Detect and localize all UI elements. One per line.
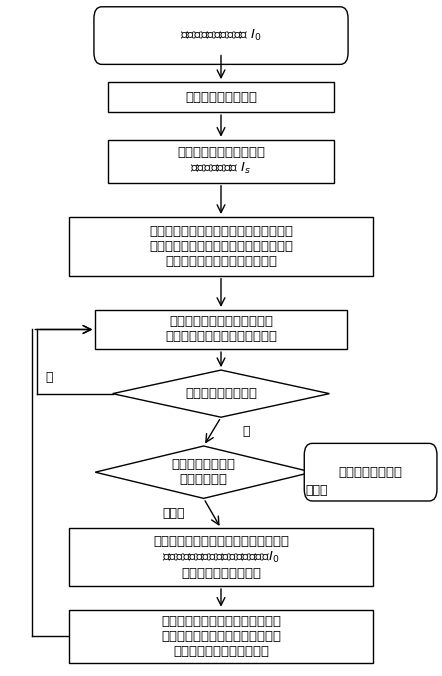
FancyBboxPatch shape [108, 82, 334, 112]
FancyBboxPatch shape [304, 443, 437, 501]
Polygon shape [113, 370, 329, 417]
Text: 读取子宫肌瘤超声图像 $I_0$: 读取子宫肌瘤超声图像 $I_0$ [180, 28, 262, 43]
Text: 否: 否 [46, 371, 53, 384]
Text: 用户初始化肿瘤轮廓: 用户初始化肿瘤轮廓 [185, 91, 257, 103]
Text: 是: 是 [243, 425, 250, 438]
FancyBboxPatch shape [108, 140, 334, 183]
FancyBboxPatch shape [69, 529, 373, 586]
FancyBboxPatch shape [69, 217, 373, 276]
FancyBboxPatch shape [95, 310, 347, 349]
Polygon shape [95, 446, 312, 498]
FancyBboxPatch shape [94, 7, 348, 64]
FancyBboxPatch shape [69, 610, 373, 663]
Text: 是粗分割阶段还是
细分割阶段？: 是粗分割阶段还是 细分割阶段？ [171, 458, 236, 486]
Text: 构造图像的高斯金字塔，
得到粗尺度图像 $I_s$: 构造图像的高斯金字塔， 得到粗尺度图像 $I_s$ [177, 146, 265, 176]
Text: 利用缩小到对应粗尺度图像大小的初始轮
廓构建形状约束能量，并将其嵌入到局域
化的基于区域的活动轮廓模型中: 利用缩小到对应粗尺度图像大小的初始轮 廓构建形状约束能量，并将其嵌入到局域 化的… [149, 225, 293, 268]
Text: 满足迭代停止条件？: 满足迭代停止条件？ [185, 387, 257, 400]
Text: 输出肿瘤分割结果: 输出肿瘤分割结果 [339, 466, 403, 479]
Text: 细分割: 细分割 [305, 484, 328, 497]
Text: 将得到的粗尺度分割轮廓插值放大到原
始图像大小的比例，作为对原始图像$I_0$
进行分割的初始轮廓。: 将得到的粗尺度分割轮廓插值放大到原 始图像大小的比例，作为对原始图像$I_0$ … [153, 535, 289, 580]
Text: 粗分割: 粗分割 [162, 507, 185, 520]
Text: 利用该初始轮廓构建相应的形状约
束能量，同样将其嵌入到局域化的
基于区域的活动轮廓模型中: 利用该初始轮廓构建相应的形状约 束能量，同样将其嵌入到局域化的 基于区域的活动轮… [161, 615, 281, 658]
Text: 根据总能量函数最小化得到的
水平集演化方程更新水平集函数: 根据总能量函数最小化得到的 水平集演化方程更新水平集函数 [165, 316, 277, 343]
